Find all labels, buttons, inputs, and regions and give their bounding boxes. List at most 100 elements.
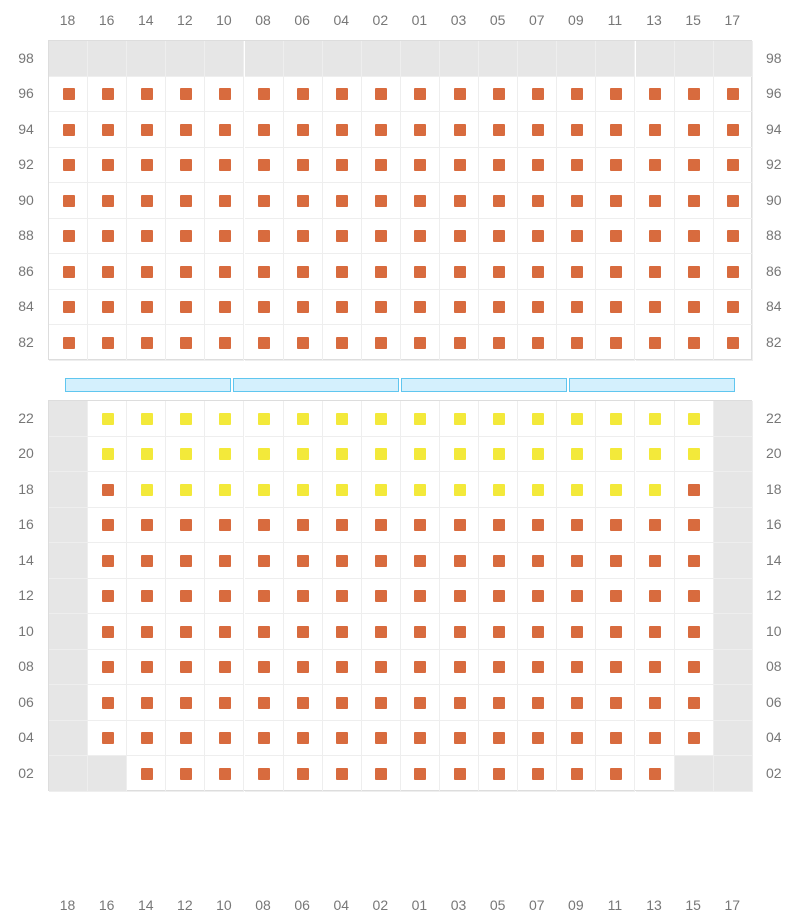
seat[interactable] <box>375 661 387 673</box>
seat[interactable] <box>297 124 309 136</box>
seat[interactable] <box>141 555 153 567</box>
seat[interactable] <box>493 337 505 349</box>
seat[interactable] <box>649 590 661 602</box>
seat[interactable] <box>493 230 505 242</box>
seat[interactable] <box>141 159 153 171</box>
seat[interactable] <box>336 301 348 313</box>
seat[interactable] <box>610 301 622 313</box>
seat[interactable] <box>219 159 231 171</box>
seat[interactable] <box>688 555 700 567</box>
seat[interactable] <box>102 301 114 313</box>
seat[interactable] <box>336 697 348 709</box>
seat[interactable] <box>375 448 387 460</box>
seat[interactable] <box>258 484 270 496</box>
seat[interactable] <box>297 555 309 567</box>
seat[interactable] <box>571 555 583 567</box>
seat[interactable] <box>297 195 309 207</box>
seat[interactable] <box>454 626 466 638</box>
seat[interactable] <box>414 661 426 673</box>
seat[interactable] <box>180 301 192 313</box>
seat[interactable] <box>336 448 348 460</box>
seat[interactable] <box>610 626 622 638</box>
seat[interactable] <box>258 697 270 709</box>
seat[interactable] <box>336 732 348 744</box>
seat[interactable] <box>258 159 270 171</box>
seat[interactable] <box>297 301 309 313</box>
seat[interactable] <box>414 124 426 136</box>
seat[interactable] <box>219 590 231 602</box>
seat[interactable] <box>571 519 583 531</box>
seat[interactable] <box>180 448 192 460</box>
seat[interactable] <box>610 661 622 673</box>
seat[interactable] <box>258 661 270 673</box>
seat[interactable] <box>649 195 661 207</box>
seat[interactable] <box>102 626 114 638</box>
seat[interactable] <box>532 484 544 496</box>
seat[interactable] <box>219 519 231 531</box>
seat[interactable] <box>375 88 387 100</box>
seat[interactable] <box>414 732 426 744</box>
seat[interactable] <box>219 88 231 100</box>
seat[interactable] <box>649 159 661 171</box>
seat[interactable] <box>571 266 583 278</box>
seat[interactable] <box>63 88 75 100</box>
seat[interactable] <box>258 555 270 567</box>
seat[interactable] <box>571 661 583 673</box>
seat[interactable] <box>219 697 231 709</box>
seat[interactable] <box>180 337 192 349</box>
seat[interactable] <box>102 413 114 425</box>
seat[interactable] <box>649 732 661 744</box>
seat[interactable] <box>180 159 192 171</box>
seat[interactable] <box>180 484 192 496</box>
seat[interactable] <box>610 266 622 278</box>
seat[interactable] <box>297 159 309 171</box>
seat[interactable] <box>375 626 387 638</box>
seat[interactable] <box>180 626 192 638</box>
seat[interactable] <box>649 448 661 460</box>
seat[interactable] <box>102 448 114 460</box>
seat[interactable] <box>258 519 270 531</box>
seat[interactable] <box>219 626 231 638</box>
seat[interactable] <box>649 555 661 567</box>
seat[interactable] <box>102 337 114 349</box>
seat[interactable] <box>454 195 466 207</box>
seat[interactable] <box>141 124 153 136</box>
seat[interactable] <box>375 195 387 207</box>
seat[interactable] <box>688 124 700 136</box>
seat[interactable] <box>414 626 426 638</box>
seat[interactable] <box>727 301 739 313</box>
seat[interactable] <box>454 448 466 460</box>
seat[interactable] <box>219 555 231 567</box>
seat[interactable] <box>102 661 114 673</box>
seat[interactable] <box>375 484 387 496</box>
seat[interactable] <box>219 337 231 349</box>
seat[interactable] <box>571 195 583 207</box>
seat[interactable] <box>258 301 270 313</box>
seat[interactable] <box>297 768 309 780</box>
seat[interactable] <box>180 590 192 602</box>
seat[interactable] <box>610 337 622 349</box>
seat[interactable] <box>727 159 739 171</box>
seat[interactable] <box>571 590 583 602</box>
seat[interactable] <box>180 519 192 531</box>
seat[interactable] <box>532 337 544 349</box>
seat[interactable] <box>571 230 583 242</box>
seat[interactable] <box>649 626 661 638</box>
seat[interactable] <box>493 555 505 567</box>
seat[interactable] <box>571 337 583 349</box>
seat[interactable] <box>727 266 739 278</box>
seat[interactable] <box>375 266 387 278</box>
seat[interactable] <box>336 590 348 602</box>
seat[interactable] <box>493 266 505 278</box>
seat[interactable] <box>180 266 192 278</box>
seat[interactable] <box>414 555 426 567</box>
seat[interactable] <box>219 124 231 136</box>
seat[interactable] <box>414 159 426 171</box>
seat[interactable] <box>63 124 75 136</box>
seat[interactable] <box>571 88 583 100</box>
seat[interactable] <box>102 590 114 602</box>
seat[interactable] <box>454 555 466 567</box>
seat[interactable] <box>649 88 661 100</box>
seat[interactable] <box>141 590 153 602</box>
seat[interactable] <box>63 266 75 278</box>
